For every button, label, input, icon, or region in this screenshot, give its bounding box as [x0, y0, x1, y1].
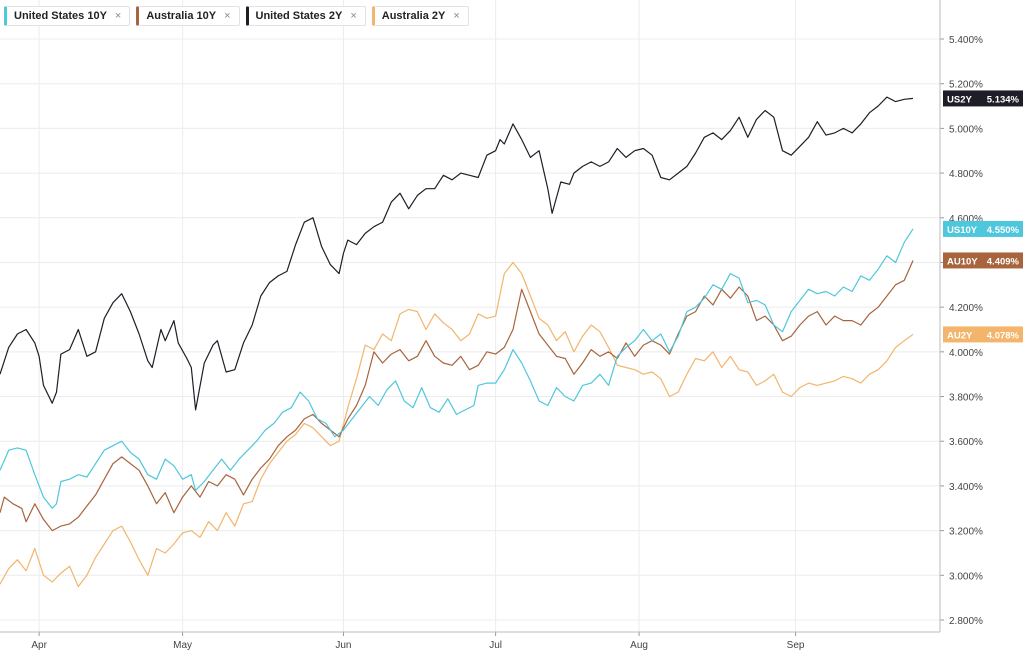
last-value-tag-symbol: AU10Y — [947, 256, 978, 267]
legend-chip-australia-10y[interactable]: Australia 10Y × — [136, 6, 240, 26]
last-value-tag — [943, 252, 1023, 269]
last-value-tag-value: 4.550% — [987, 225, 1020, 236]
x-tick-label: May — [173, 640, 192, 651]
x-tick-label: Sep — [787, 640, 805, 651]
last-value-tag-symbol: US10Y — [947, 225, 978, 236]
y-tick-label: 4.000% — [949, 348, 983, 359]
series-line-us10y[interactable] — [0, 228, 914, 509]
legend-chip-australia-2y[interactable]: Australia 2Y × — [371, 6, 469, 26]
last-value-tag — [943, 326, 1023, 343]
y-tick-label: 4.800% — [949, 169, 983, 180]
close-icon[interactable]: × — [350, 10, 357, 22]
y-tick-label: 4.600% — [949, 214, 983, 225]
last-value-tag — [943, 90, 1023, 107]
legend-label: United States 10Y — [14, 10, 107, 22]
y-tick-label: 4.200% — [949, 303, 983, 314]
y-tick-label: 3.200% — [949, 527, 983, 538]
close-icon[interactable]: × — [224, 10, 231, 22]
y-tick-label: 3.400% — [949, 482, 983, 493]
legend-label: Australia 10Y — [146, 10, 217, 22]
close-icon[interactable]: × — [114, 10, 122, 22]
legend: United States 10Y × Australia 10Y × United S… — [4, 6, 469, 26]
x-tick-label: Aug — [630, 640, 648, 651]
y-tick-label: 5.400% — [949, 35, 983, 46]
series-line-au10y[interactable] — [0, 260, 914, 532]
last-value-tag-symbol: US2Y — [947, 94, 972, 105]
last-value-tag — [943, 220, 1023, 237]
y-tick-label: 3.000% — [949, 571, 983, 582]
y-tick-label: 5.000% — [949, 124, 983, 135]
y-tick-label: 3.600% — [949, 437, 983, 448]
x-tick-label: Apr — [31, 640, 47, 651]
y-tick-label: 2.800% — [949, 616, 983, 627]
x-tick-label: Jul — [489, 640, 502, 651]
y-tick-label: 5.200% — [949, 80, 983, 91]
legend-label: Australia 2Y — [381, 10, 446, 22]
close-icon[interactable]: × — [453, 10, 460, 22]
series-line-au2y[interactable] — [0, 261, 914, 588]
y-tick-label: 3.800% — [949, 393, 983, 404]
legend-chip-united-states-10y[interactable]: United States 10Y × — [4, 6, 131, 26]
last-value-tag-value: 5.134% — [987, 94, 1020, 105]
last-value-tag-value: 4.409% — [987, 256, 1020, 267]
series-line-us2y[interactable] — [0, 96, 914, 411]
x-tick-label: Jun — [335, 640, 351, 651]
last-value-tag-value: 4.078% — [987, 330, 1020, 341]
legend-chip-united-states-2y[interactable]: United States 2Y × — [245, 6, 366, 26]
legend-label: United States 2Y — [255, 10, 343, 22]
last-value-tag-symbol: AU2Y — [947, 330, 973, 341]
